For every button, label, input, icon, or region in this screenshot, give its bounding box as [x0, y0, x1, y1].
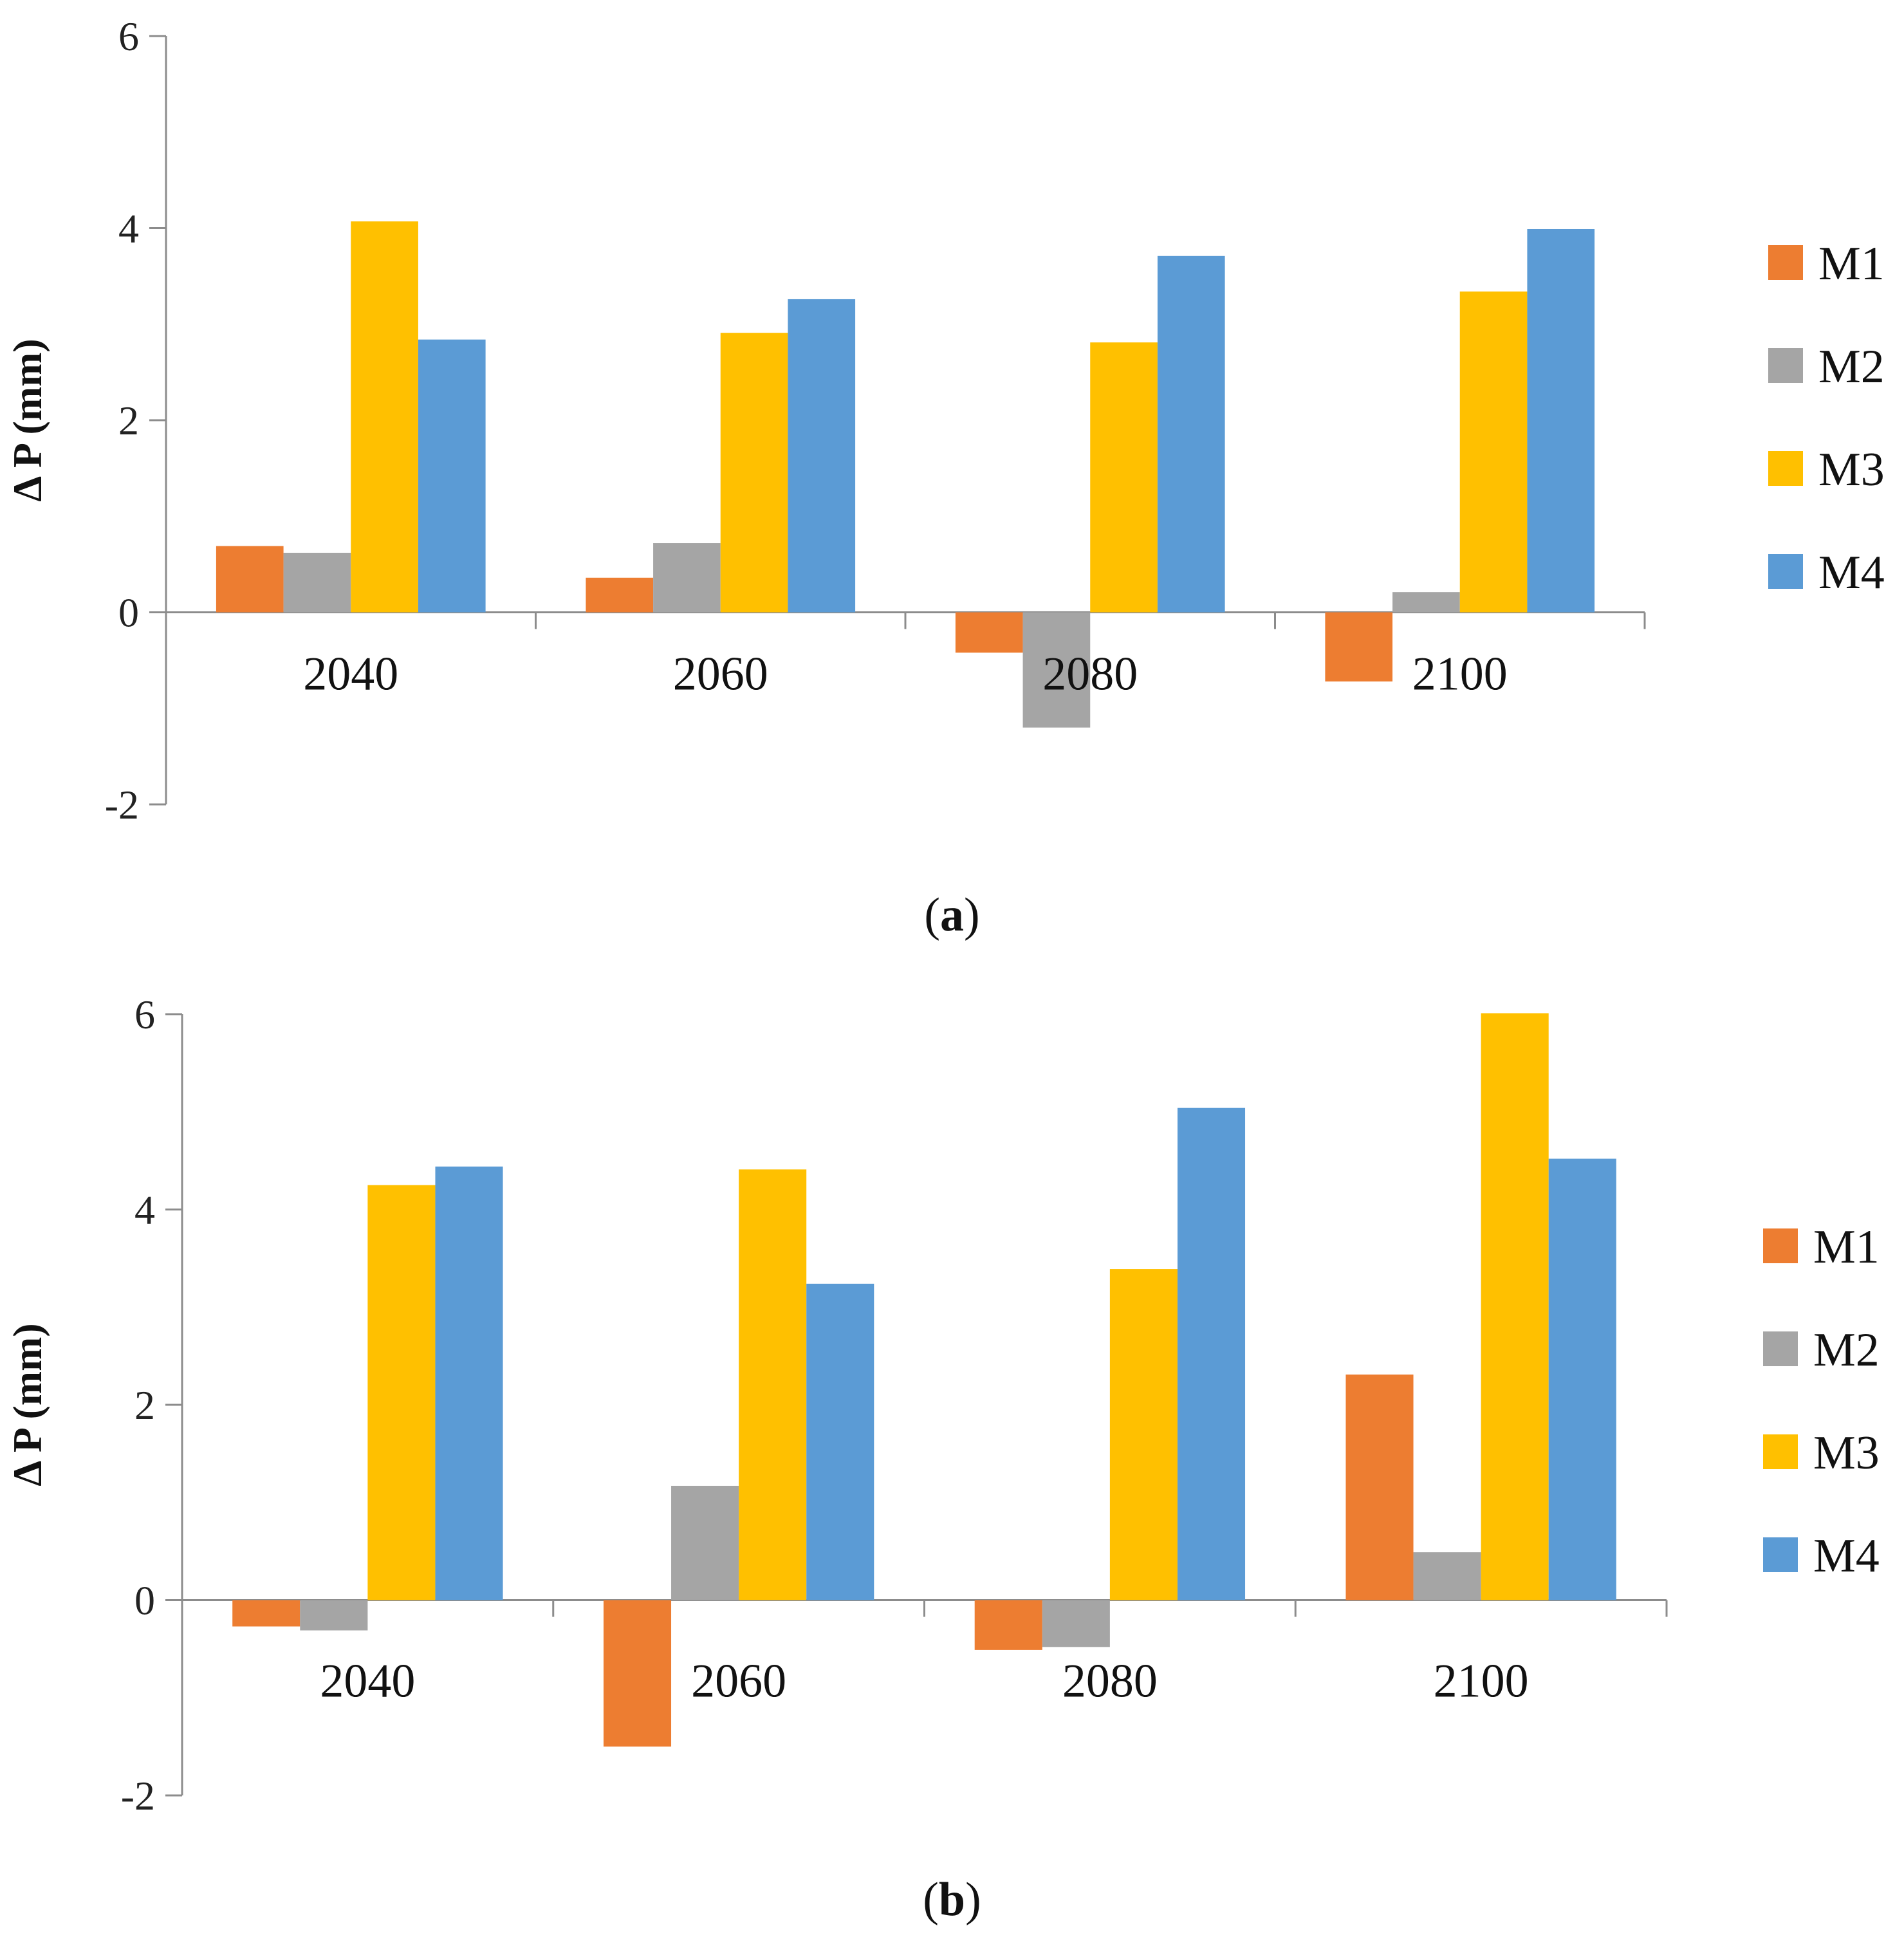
bar-m2-2080	[1022, 612, 1091, 728]
bar-m1-2100	[1345, 1374, 1414, 1600]
bar-m3-2060	[739, 1169, 807, 1600]
y-tick-label: 4	[118, 206, 139, 252]
bar-m2-2040	[283, 552, 351, 613]
legend-label-m2: M2	[1813, 1324, 1880, 1376]
x-category-label: 2060	[691, 1655, 786, 1708]
caption-a-label: a	[940, 889, 964, 941]
bar-m4-2040	[435, 1166, 503, 1600]
bar-m1-2060	[603, 1600, 672, 1747]
bar-m4-2040	[418, 339, 486, 613]
bar-m3-2060	[720, 333, 788, 613]
bar-m3-2100	[1481, 1013, 1549, 1600]
legend-label-m3: M3	[1813, 1427, 1880, 1479]
chart-panel-b: -2 0 2 4 6 2040 2060 2080 2100 Δ P (mm) M1 M2 M3 M4 (…	[0, 965, 1904, 1946]
bar-m2-2100	[1392, 592, 1460, 613]
legend-label-m4: M4	[1813, 1530, 1880, 1582]
bar-m2-2060	[653, 543, 721, 613]
y-tick-label: 2	[134, 1382, 155, 1428]
bar-m4-2060	[806, 1283, 874, 1600]
legend-label-m4: M4	[1818, 546, 1885, 599]
legend-swatch-m3	[1768, 451, 1803, 486]
x-category-label: 2100	[1412, 648, 1508, 701]
legend-swatch-m4	[1768, 554, 1803, 589]
y-axis-title: Δ P (mm)	[5, 1323, 50, 1486]
y-tick-label: 6	[134, 992, 155, 1037]
bar-m1-2040	[216, 546, 284, 613]
x-category-label: 2080	[1042, 648, 1138, 701]
caption-a: (a)	[924, 889, 980, 941]
y-tick-label: 2	[118, 398, 139, 443]
bar-m1-2040	[232, 1600, 300, 1627]
legend-label-m1: M1	[1818, 237, 1885, 290]
bar-m2-2060	[671, 1485, 739, 1600]
chart-b-svg: -2 0 2 4 6 2040 2060 2080 2100 Δ P (mm) M1 M2 M3 M4	[5, 992, 1880, 1819]
legend-swatch-m2	[1763, 1331, 1798, 1366]
legend-label-m3: M3	[1818, 443, 1885, 496]
bar-m1-2060	[586, 577, 654, 613]
legend-label-m1: M1	[1813, 1221, 1880, 1274]
bar-m3-2080	[1090, 342, 1158, 613]
bar-m3-2040	[367, 1185, 436, 1600]
caption-b-label: b	[938, 1873, 966, 1926]
caption-b: (b)	[923, 1873, 981, 1926]
bar-m3-2040	[351, 221, 418, 613]
bar-m3-2080	[1109, 1269, 1178, 1600]
legend-label-m2: M2	[1818, 340, 1885, 393]
y-tick-label: -2	[105, 782, 139, 828]
bar-m1-2080	[955, 612, 1023, 653]
legend-swatch-m3	[1763, 1434, 1798, 1469]
x-category-label: 2060	[673, 648, 768, 701]
legend-swatch-m4	[1763, 1537, 1798, 1572]
bar-m4-2080	[1177, 1107, 1246, 1600]
x-category-label: 2100	[1434, 1655, 1529, 1708]
y-tick-label: -2	[121, 1773, 155, 1819]
bar-m1-2100	[1325, 612, 1393, 681]
bar-m4-2100	[1527, 228, 1595, 613]
y-tick-label: 6	[118, 14, 139, 59]
x-category-label: 2040	[303, 648, 398, 701]
legend-swatch-m2	[1768, 348, 1803, 383]
x-category-label: 2040	[320, 1655, 415, 1708]
bar-m2-2040	[300, 1600, 368, 1631]
chart-panel-a: -2 0 2 4 6 2040 2060 2080 2100 Δ P (mm) M1 M2 M3 M4 (…	[0, 0, 1904, 965]
bar-m4-2060	[788, 299, 856, 613]
y-tick-label: 0	[134, 1578, 155, 1624]
chart-a-svg: -2 0 2 4 6 2040 2060 2080 2100 Δ P (mm) M1 M2 M3 M4	[5, 14, 1885, 828]
x-category-label: 2080	[1062, 1655, 1158, 1708]
y-tick-label: 0	[118, 590, 139, 636]
legend-swatch-m1	[1763, 1228, 1798, 1263]
bar-m4-2080	[1157, 255, 1225, 613]
bar-m2-2100	[1413, 1552, 1481, 1600]
legend-swatch-m1	[1768, 245, 1803, 280]
y-tick-label: 4	[134, 1187, 155, 1233]
bar-m3-2100	[1459, 292, 1528, 613]
bar-m2-2080	[1042, 1600, 1110, 1647]
bar-m1-2080	[974, 1600, 1042, 1650]
bar-m4-2100	[1548, 1158, 1616, 1600]
y-axis-title: Δ P (mm)	[5, 338, 50, 501]
